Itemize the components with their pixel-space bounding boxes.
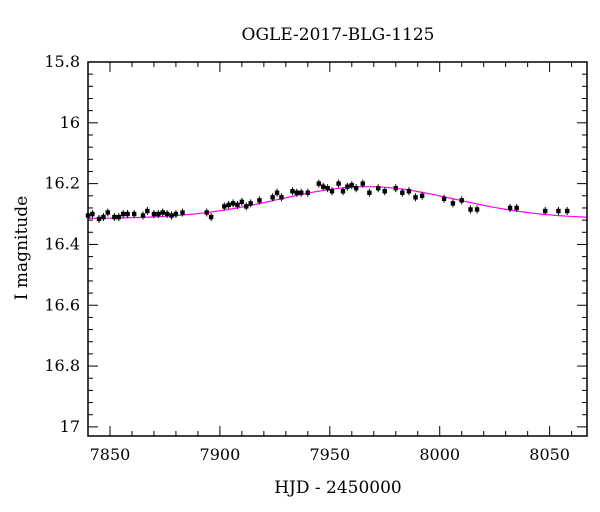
data-point	[514, 203, 519, 212]
data-point	[329, 187, 335, 196]
data-point	[413, 193, 418, 202]
data-point	[112, 213, 117, 222]
data-point	[164, 210, 170, 219]
y-axis-label: I magnitude	[12, 196, 32, 300]
data-point	[294, 188, 300, 197]
y-tick-label: 16	[60, 113, 80, 132]
data-point	[382, 187, 387, 196]
data-point	[96, 214, 102, 223]
data-point	[180, 208, 185, 217]
data-points	[85, 179, 570, 223]
data-point	[279, 193, 284, 202]
chart-title: OGLE-2017-BLG-1125	[242, 25, 435, 45]
data-point	[450, 199, 456, 208]
data-point	[248, 199, 253, 208]
data-point	[151, 210, 157, 219]
data-point	[116, 213, 121, 222]
y-tick-label: 16.2	[44, 174, 80, 193]
x-tick-label: 7900	[200, 445, 241, 464]
plot-frame	[87, 61, 588, 437]
data-point	[349, 181, 354, 190]
data-point	[367, 188, 372, 197]
x-axis-label: HJD - 2450000	[274, 478, 402, 498]
data-point	[353, 184, 359, 193]
data-point	[244, 202, 249, 211]
data-point	[105, 208, 110, 217]
data-point	[140, 211, 146, 220]
y-tick-label: 16.8	[44, 356, 80, 375]
x-tick-label: 7950	[309, 445, 350, 464]
data-point	[507, 203, 513, 212]
data-point	[406, 187, 412, 196]
data-point	[345, 182, 350, 191]
data-point	[101, 213, 106, 222]
data-point	[299, 188, 304, 197]
data-point	[204, 208, 209, 217]
y-tick-label: 16.4	[44, 234, 80, 253]
data-point	[226, 200, 231, 209]
data-point	[230, 199, 236, 208]
data-point	[325, 184, 330, 193]
data-point	[222, 202, 227, 211]
data-point	[316, 179, 322, 188]
data-point	[400, 188, 405, 197]
data-point	[169, 211, 174, 220]
data-point	[393, 184, 398, 193]
data-point	[459, 196, 464, 205]
data-point	[120, 210, 126, 219]
data-point	[90, 210, 95, 219]
data-point	[375, 184, 381, 193]
data-point	[131, 210, 137, 219]
data-point	[468, 205, 473, 214]
x-axis: 7850 7900 7950 8000 8050	[87, 62, 573, 464]
data-point	[419, 191, 425, 200]
data-point	[239, 197, 245, 206]
y-tick-label: 16.6	[44, 295, 80, 314]
data-point	[556, 206, 561, 215]
data-point	[474, 205, 480, 214]
data-point	[336, 179, 341, 188]
data-point	[257, 196, 262, 205]
x-tick-label: 7850	[90, 445, 131, 464]
data-point	[274, 188, 280, 197]
data-point	[321, 182, 326, 191]
x-tick-label: 8000	[419, 445, 460, 464]
data-point	[360, 179, 365, 188]
data-point	[160, 208, 165, 217]
y-tick-label: 17	[60, 417, 80, 436]
y-tick-label: 15.8	[44, 52, 80, 71]
data-point	[208, 213, 214, 222]
data-point	[340, 187, 346, 196]
data-point	[305, 188, 311, 197]
data-point	[543, 206, 548, 215]
data-point	[125, 210, 130, 219]
data-point	[173, 210, 179, 219]
x-tick-label: 8050	[529, 445, 570, 464]
data-point	[145, 206, 150, 215]
y-axis: 15.8 16 16.2 16.4 16.6 16.8 17	[44, 52, 587, 436]
data-point	[235, 200, 240, 209]
data-point	[156, 210, 161, 219]
data-point	[290, 187, 295, 196]
data-point	[270, 193, 275, 202]
data-point	[565, 206, 570, 215]
data-point	[441, 194, 447, 203]
